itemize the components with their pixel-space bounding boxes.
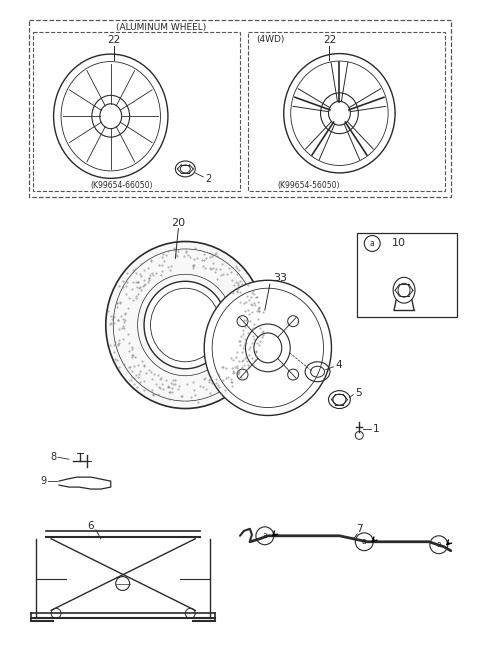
Text: (ALUMINUM WHEEL): (ALUMINUM WHEEL)	[116, 23, 206, 32]
Ellipse shape	[204, 280, 332, 415]
Ellipse shape	[106, 241, 265, 409]
Bar	[29, 20, 451, 197]
Text: 5: 5	[355, 388, 362, 398]
Text: 10: 10	[392, 239, 406, 249]
Circle shape	[355, 533, 373, 550]
Circle shape	[364, 236, 380, 251]
Text: 20: 20	[171, 218, 185, 228]
Text: 8: 8	[50, 452, 56, 462]
Text: 22: 22	[107, 35, 120, 45]
Ellipse shape	[144, 281, 227, 369]
Text: 4: 4	[336, 359, 342, 370]
Text: (K99654-66050): (K99654-66050)	[91, 181, 154, 190]
Text: 22: 22	[323, 35, 336, 45]
Text: (4WD): (4WD)	[256, 35, 284, 44]
Bar	[248, 31, 445, 191]
Text: a: a	[362, 537, 367, 546]
Text: 7: 7	[356, 524, 362, 534]
Text: a: a	[436, 541, 441, 549]
Text: 2: 2	[205, 174, 212, 184]
Bar	[357, 233, 457, 317]
Circle shape	[256, 527, 274, 544]
Text: (K99654-56050): (K99654-56050)	[278, 181, 340, 190]
Text: 1: 1	[373, 424, 380, 434]
Text: 6: 6	[87, 521, 94, 531]
Bar	[33, 31, 240, 191]
Circle shape	[430, 536, 448, 554]
Text: a: a	[370, 239, 374, 248]
Text: 33: 33	[273, 274, 287, 283]
Text: 9: 9	[40, 476, 46, 486]
Text: a: a	[263, 531, 267, 541]
